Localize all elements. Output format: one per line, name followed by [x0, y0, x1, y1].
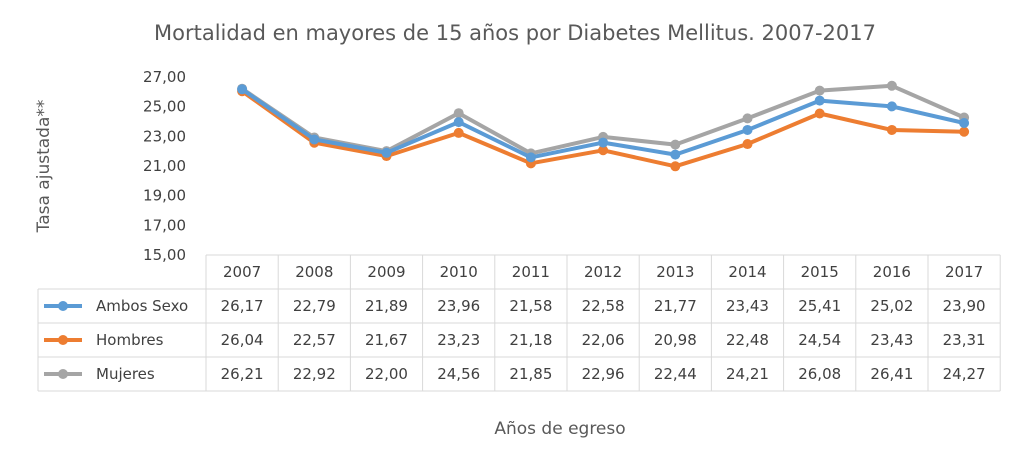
data-label: 26,17: [221, 297, 264, 315]
y-tick-label: 27,00: [143, 68, 186, 86]
legend-entry: Hombres: [96, 331, 164, 349]
x-tick-label: 2016: [873, 263, 911, 281]
data-point: [598, 137, 609, 148]
x-tick-label: 2010: [440, 263, 478, 281]
data-label: 22,00: [365, 365, 408, 383]
data-label: 22,92: [293, 365, 336, 383]
x-tick-label: 2008: [295, 263, 333, 281]
data-label: 21,67: [365, 331, 408, 349]
data-label: 21,89: [365, 297, 408, 315]
data-point: [742, 113, 753, 124]
data-label: 22,58: [582, 297, 625, 315]
data-point: [670, 161, 681, 172]
data-point: [814, 95, 825, 106]
x-tick-label: 2014: [728, 263, 766, 281]
data-label: 24,54: [798, 331, 841, 349]
data-label: 24,21: [726, 365, 769, 383]
data-label: 24,27: [943, 365, 986, 383]
data-label: 26,08: [798, 365, 841, 383]
data-label: 26,21: [221, 365, 264, 383]
data-label: 26,04: [221, 331, 264, 349]
data-label: 22,96: [582, 365, 625, 383]
legend-entry: Ambos Sexo: [96, 297, 188, 315]
data-label: 23,43: [726, 297, 769, 315]
data-point: [453, 108, 464, 119]
legend-key-marker: [58, 301, 68, 311]
y-tick-label: 15,00: [143, 246, 186, 264]
y-tick-label: 21,00: [143, 157, 186, 175]
data-point: [309, 134, 320, 145]
data-label: 26,41: [870, 365, 913, 383]
data-point: [237, 84, 248, 95]
data-label: 25,02: [870, 297, 913, 315]
data-point: [886, 80, 897, 91]
x-tick-label: 2007: [223, 263, 261, 281]
data-label: 21,58: [509, 297, 552, 315]
x-tick-label: 2009: [367, 263, 405, 281]
y-axis: 15,00 17,00 19,00 21,00 23,00 25,00 27,00: [143, 68, 186, 264]
data-point: [525, 152, 536, 163]
data-table: [37, 254, 1001, 392]
data-label: 23,43: [870, 331, 913, 349]
data-point: [959, 126, 970, 137]
y-tick-label: 17,00: [143, 216, 186, 234]
legend: Ambos Sexo Hombres Mujeres: [44, 297, 188, 383]
data-label: 22,79: [293, 297, 336, 315]
data-label: 21,77: [654, 297, 697, 315]
x-tick-label: 2012: [584, 263, 622, 281]
data-point: [886, 101, 897, 112]
data-point: [670, 149, 681, 160]
plot-area: [237, 80, 970, 172]
y-axis-title: Tasa ajustada**: [34, 100, 54, 234]
x-tick-label: 2017: [945, 263, 983, 281]
data-label: 23,23: [437, 331, 480, 349]
data-label: 20,98: [654, 331, 697, 349]
legend-key-marker: [58, 369, 68, 379]
data-label: 24,56: [437, 365, 480, 383]
data-label: 23,31: [943, 331, 986, 349]
data-label: 25,41: [798, 297, 841, 315]
data-point: [814, 108, 825, 119]
y-tick-label: 23,00: [143, 127, 186, 145]
data-label: 22,57: [293, 331, 336, 349]
chart-title: Mortalidad en mayores de 15 años por Dia…: [154, 21, 876, 45]
y-tick-label: 19,00: [143, 187, 186, 205]
legend-key-marker: [58, 335, 68, 345]
data-point: [886, 124, 897, 135]
data-table-values: 2007 2008 2009 2010 2011 2012 2013 2014 2015 2016…: [221, 263, 986, 383]
y-tick-label: 25,00: [143, 98, 186, 116]
data-point: [453, 127, 464, 138]
data-point: [814, 85, 825, 96]
x-axis-title: Años de egreso: [494, 419, 625, 439]
data-label: 23,96: [437, 297, 480, 315]
data-label: 21,18: [509, 331, 552, 349]
data-label: 21,85: [509, 365, 552, 383]
x-tick-label: 2015: [801, 263, 839, 281]
x-tick-label: 2013: [656, 263, 694, 281]
data-label: 22,48: [726, 331, 769, 349]
data-point: [670, 139, 681, 150]
data-point: [959, 117, 970, 128]
data-label: 22,06: [582, 331, 625, 349]
data-label: 22,44: [654, 365, 697, 383]
data-point: [742, 124, 753, 135]
data-point: [453, 117, 464, 128]
data-point: [381, 147, 392, 158]
x-tick-label: 2011: [512, 263, 550, 281]
data-point: [598, 145, 609, 156]
legend-entry: Mujeres: [96, 365, 155, 383]
data-point: [742, 139, 753, 150]
data-label: 23,90: [943, 297, 986, 315]
